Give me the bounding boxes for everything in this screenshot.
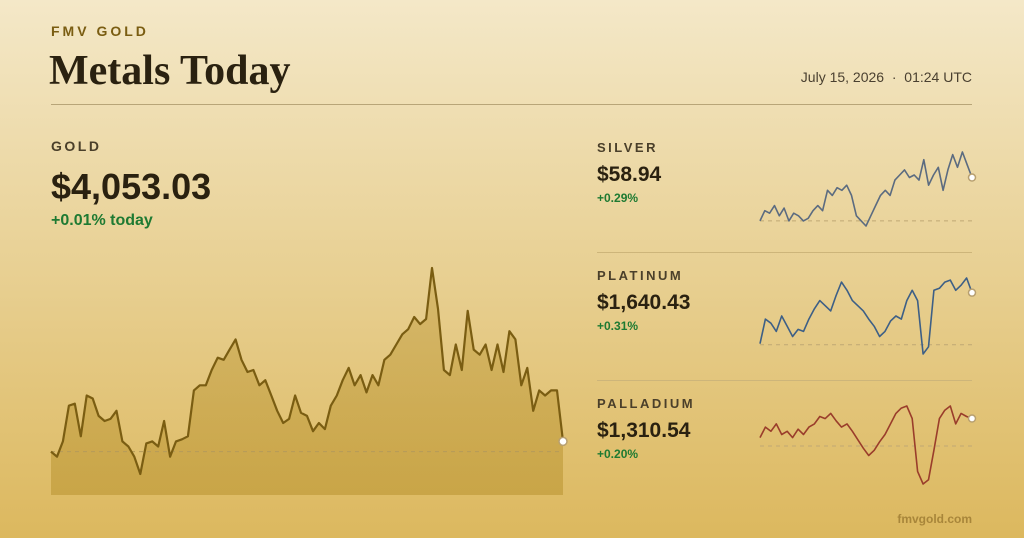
- brand: FMV GOLD: [51, 23, 149, 39]
- metal-price: $58.94: [597, 163, 662, 186]
- last-point: [967, 173, 977, 182]
- last-point: [967, 414, 977, 423]
- page-title: Metals Today: [49, 48, 291, 94]
- metal-label: SILVER: [597, 140, 658, 155]
- timestamp: July 15, 2026 · 01:24 UTC: [801, 69, 972, 85]
- metal-change: +0.31%: [597, 319, 638, 333]
- metal-price: $4,053.03: [51, 166, 211, 207]
- area: [51, 268, 563, 495]
- price-line: [759, 277, 973, 355]
- last-point: [967, 288, 977, 297]
- price-line: [759, 151, 973, 227]
- metal-label: PLATINUM: [597, 268, 683, 283]
- metal-label: PALLADIUM: [597, 396, 695, 411]
- metal-price: $1,310.54: [597, 419, 691, 442]
- site-link: fmvgold.com: [897, 512, 972, 526]
- price-line: [50, 266, 565, 476]
- metal-label: GOLD: [51, 138, 101, 154]
- price-line: [759, 405, 973, 485]
- last-point: [558, 436, 568, 447]
- metal-price: $1,640.43: [597, 291, 690, 314]
- metal-change: +0.20%: [597, 447, 638, 461]
- metal-change: +0.01% today: [51, 212, 153, 229]
- metal-change: +0.29%: [597, 191, 638, 205]
